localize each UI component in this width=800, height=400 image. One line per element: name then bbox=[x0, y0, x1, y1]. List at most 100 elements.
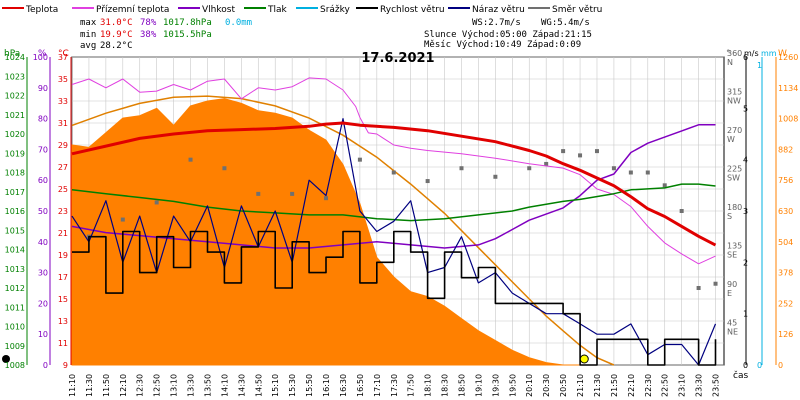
pressure-tick-label: 1022 bbox=[5, 92, 25, 101]
direction-tick-label: 45 bbox=[727, 319, 737, 328]
humidity-tick-label: 10 bbox=[38, 330, 48, 339]
temperature-tick-label: 31 bbox=[58, 119, 68, 128]
wind-tick-label: 1 bbox=[743, 310, 748, 319]
time-tick-label: 11:50 bbox=[102, 374, 111, 397]
pressure-tick-label: 1011 bbox=[5, 303, 25, 312]
pressure-tick-label: 1012 bbox=[5, 284, 25, 293]
unit-pct: % bbox=[38, 49, 47, 59]
unit-wm2: W bbox=[778, 49, 787, 59]
wind-direction-point bbox=[222, 166, 227, 171]
wind-tick-label: 4 bbox=[743, 156, 748, 165]
series-wind-speed bbox=[72, 230, 717, 366]
legend-item-tlak: Tlak bbox=[244, 5, 288, 15]
series-temperature bbox=[71, 121, 717, 247]
wind-direction-point bbox=[628, 170, 633, 175]
axes-layer: 1008100910101011101210131014101510161017… bbox=[5, 49, 799, 397]
legend-label: Srážky bbox=[320, 5, 351, 15]
time-tick-label: 16:50 bbox=[356, 374, 365, 397]
series-pressure bbox=[71, 183, 716, 222]
time-tick-label: 17:30 bbox=[390, 374, 399, 397]
temperature-tick-label: 23 bbox=[58, 207, 68, 216]
humidity-tick-label: 70 bbox=[38, 145, 48, 154]
wind-direction-point bbox=[154, 200, 159, 205]
pressure-tick-label: 1015 bbox=[5, 226, 25, 235]
temperature-tick-label: 25 bbox=[58, 185, 68, 194]
solar-tick-label: 1260 bbox=[778, 53, 798, 62]
legend: Teplota Přízemní teplota Vlhkost Tlak Sr… bbox=[2, 5, 602, 15]
wind-direction-point bbox=[578, 153, 583, 158]
direction-tick-label: 225 bbox=[727, 165, 742, 174]
wind-direction-point bbox=[425, 179, 430, 184]
legend-label: Náraz větru bbox=[472, 5, 525, 15]
rain-tick-label: 1 bbox=[757, 61, 762, 70]
legend-item-vlhkost: Vlhkost bbox=[178, 5, 235, 15]
legend-item-naraz-vetru: Náraz větru bbox=[448, 5, 525, 15]
wind-direction-point bbox=[256, 191, 261, 196]
legend-item-smer-vetru: Směr větru bbox=[528, 5, 602, 15]
time-tick-label: 23:10 bbox=[678, 374, 687, 397]
temperature-tick-label: 37 bbox=[58, 53, 68, 62]
temperature-tick-label: 13 bbox=[58, 317, 68, 326]
temperature-tick-label: 27 bbox=[58, 163, 68, 172]
direction-compass-label: NW bbox=[727, 97, 741, 106]
time-tick-label: 18:30 bbox=[441, 374, 450, 397]
time-tick-label: 22:10 bbox=[627, 374, 636, 397]
temperature-tick-label: 9 bbox=[63, 361, 68, 370]
pressure-tick-label: 1014 bbox=[5, 246, 25, 255]
solar-tick-label: 378 bbox=[778, 269, 793, 278]
time-tick-label: 13:10 bbox=[170, 374, 179, 397]
legend-item-teplota: Teplota bbox=[2, 5, 58, 15]
wind-tick-label: 6 bbox=[743, 53, 748, 62]
humidity-tick-label: 30 bbox=[38, 269, 48, 278]
stats-ws: WS:2.7m/s bbox=[472, 18, 521, 28]
pressure-tick-label: 1009 bbox=[5, 342, 25, 351]
pressure-tick-label: 1017 bbox=[5, 188, 25, 197]
direction-tick-label: 90 bbox=[727, 280, 737, 289]
temperature-tick-label: 17 bbox=[58, 273, 68, 282]
wind-tick-label: 2 bbox=[743, 258, 748, 267]
series-solar-area bbox=[71, 98, 581, 366]
stats-rain: 0.0mm bbox=[225, 18, 252, 28]
series-layer bbox=[2, 77, 718, 366]
wind-direction-point bbox=[544, 161, 549, 166]
legend-label: Rychlost větru bbox=[380, 5, 445, 15]
time-tick-label: 16:30 bbox=[339, 374, 348, 397]
time-tick-label: 20:50 bbox=[559, 374, 568, 397]
pressure-tick-label: 1023 bbox=[5, 72, 25, 81]
direction-compass-label: W bbox=[727, 135, 735, 144]
time-tick-label: 19:50 bbox=[508, 374, 517, 397]
solar-tick-label: 126 bbox=[778, 330, 793, 339]
time-tick-label: 21:10 bbox=[576, 374, 585, 397]
time-tick-label: 12:50 bbox=[153, 374, 162, 397]
time-tick-label: 21:30 bbox=[593, 374, 602, 397]
pressure-tick-label: 1016 bbox=[5, 207, 25, 216]
time-tick-label: 22:30 bbox=[644, 374, 653, 397]
wind-direction-point bbox=[561, 149, 566, 154]
wind-direction-point bbox=[645, 170, 650, 175]
solar-tick-label: 756 bbox=[778, 176, 793, 185]
temperature-tick-label: 11 bbox=[58, 339, 68, 348]
time-tick-label: 13:30 bbox=[187, 374, 196, 397]
solar-tick-label: 630 bbox=[778, 207, 793, 216]
pressure-tick-label: 1020 bbox=[5, 130, 25, 139]
stats-max-temp: 31.0°C bbox=[100, 18, 133, 28]
direction-compass-label: N bbox=[727, 58, 733, 67]
sunset-marker bbox=[579, 354, 589, 364]
humidity-tick-label: 90 bbox=[38, 84, 48, 93]
temperature-tick-label: 21 bbox=[58, 229, 68, 238]
time-tick-label: 20:30 bbox=[542, 374, 551, 397]
unit-hpa: hPa bbox=[4, 49, 20, 59]
pressure-tick-label: 1024 bbox=[5, 53, 25, 62]
wind-direction-point bbox=[696, 286, 701, 290]
stats-max-press: 1017.8hPa bbox=[163, 18, 212, 28]
wind-tick-label: 5 bbox=[743, 104, 748, 113]
temperature-tick-label: 15 bbox=[58, 295, 68, 304]
pressure-tick-label: 1021 bbox=[5, 111, 25, 120]
time-tick-label: 18:50 bbox=[458, 374, 467, 397]
direction-tick-label: 315 bbox=[727, 88, 742, 97]
direction-compass-label: SE bbox=[727, 251, 737, 260]
unit-deg: ° bbox=[726, 49, 731, 59]
solar-tick-label: 882 bbox=[778, 145, 793, 154]
wind-direction-point bbox=[527, 166, 532, 171]
humidity-tick-label: 50 bbox=[38, 207, 48, 216]
